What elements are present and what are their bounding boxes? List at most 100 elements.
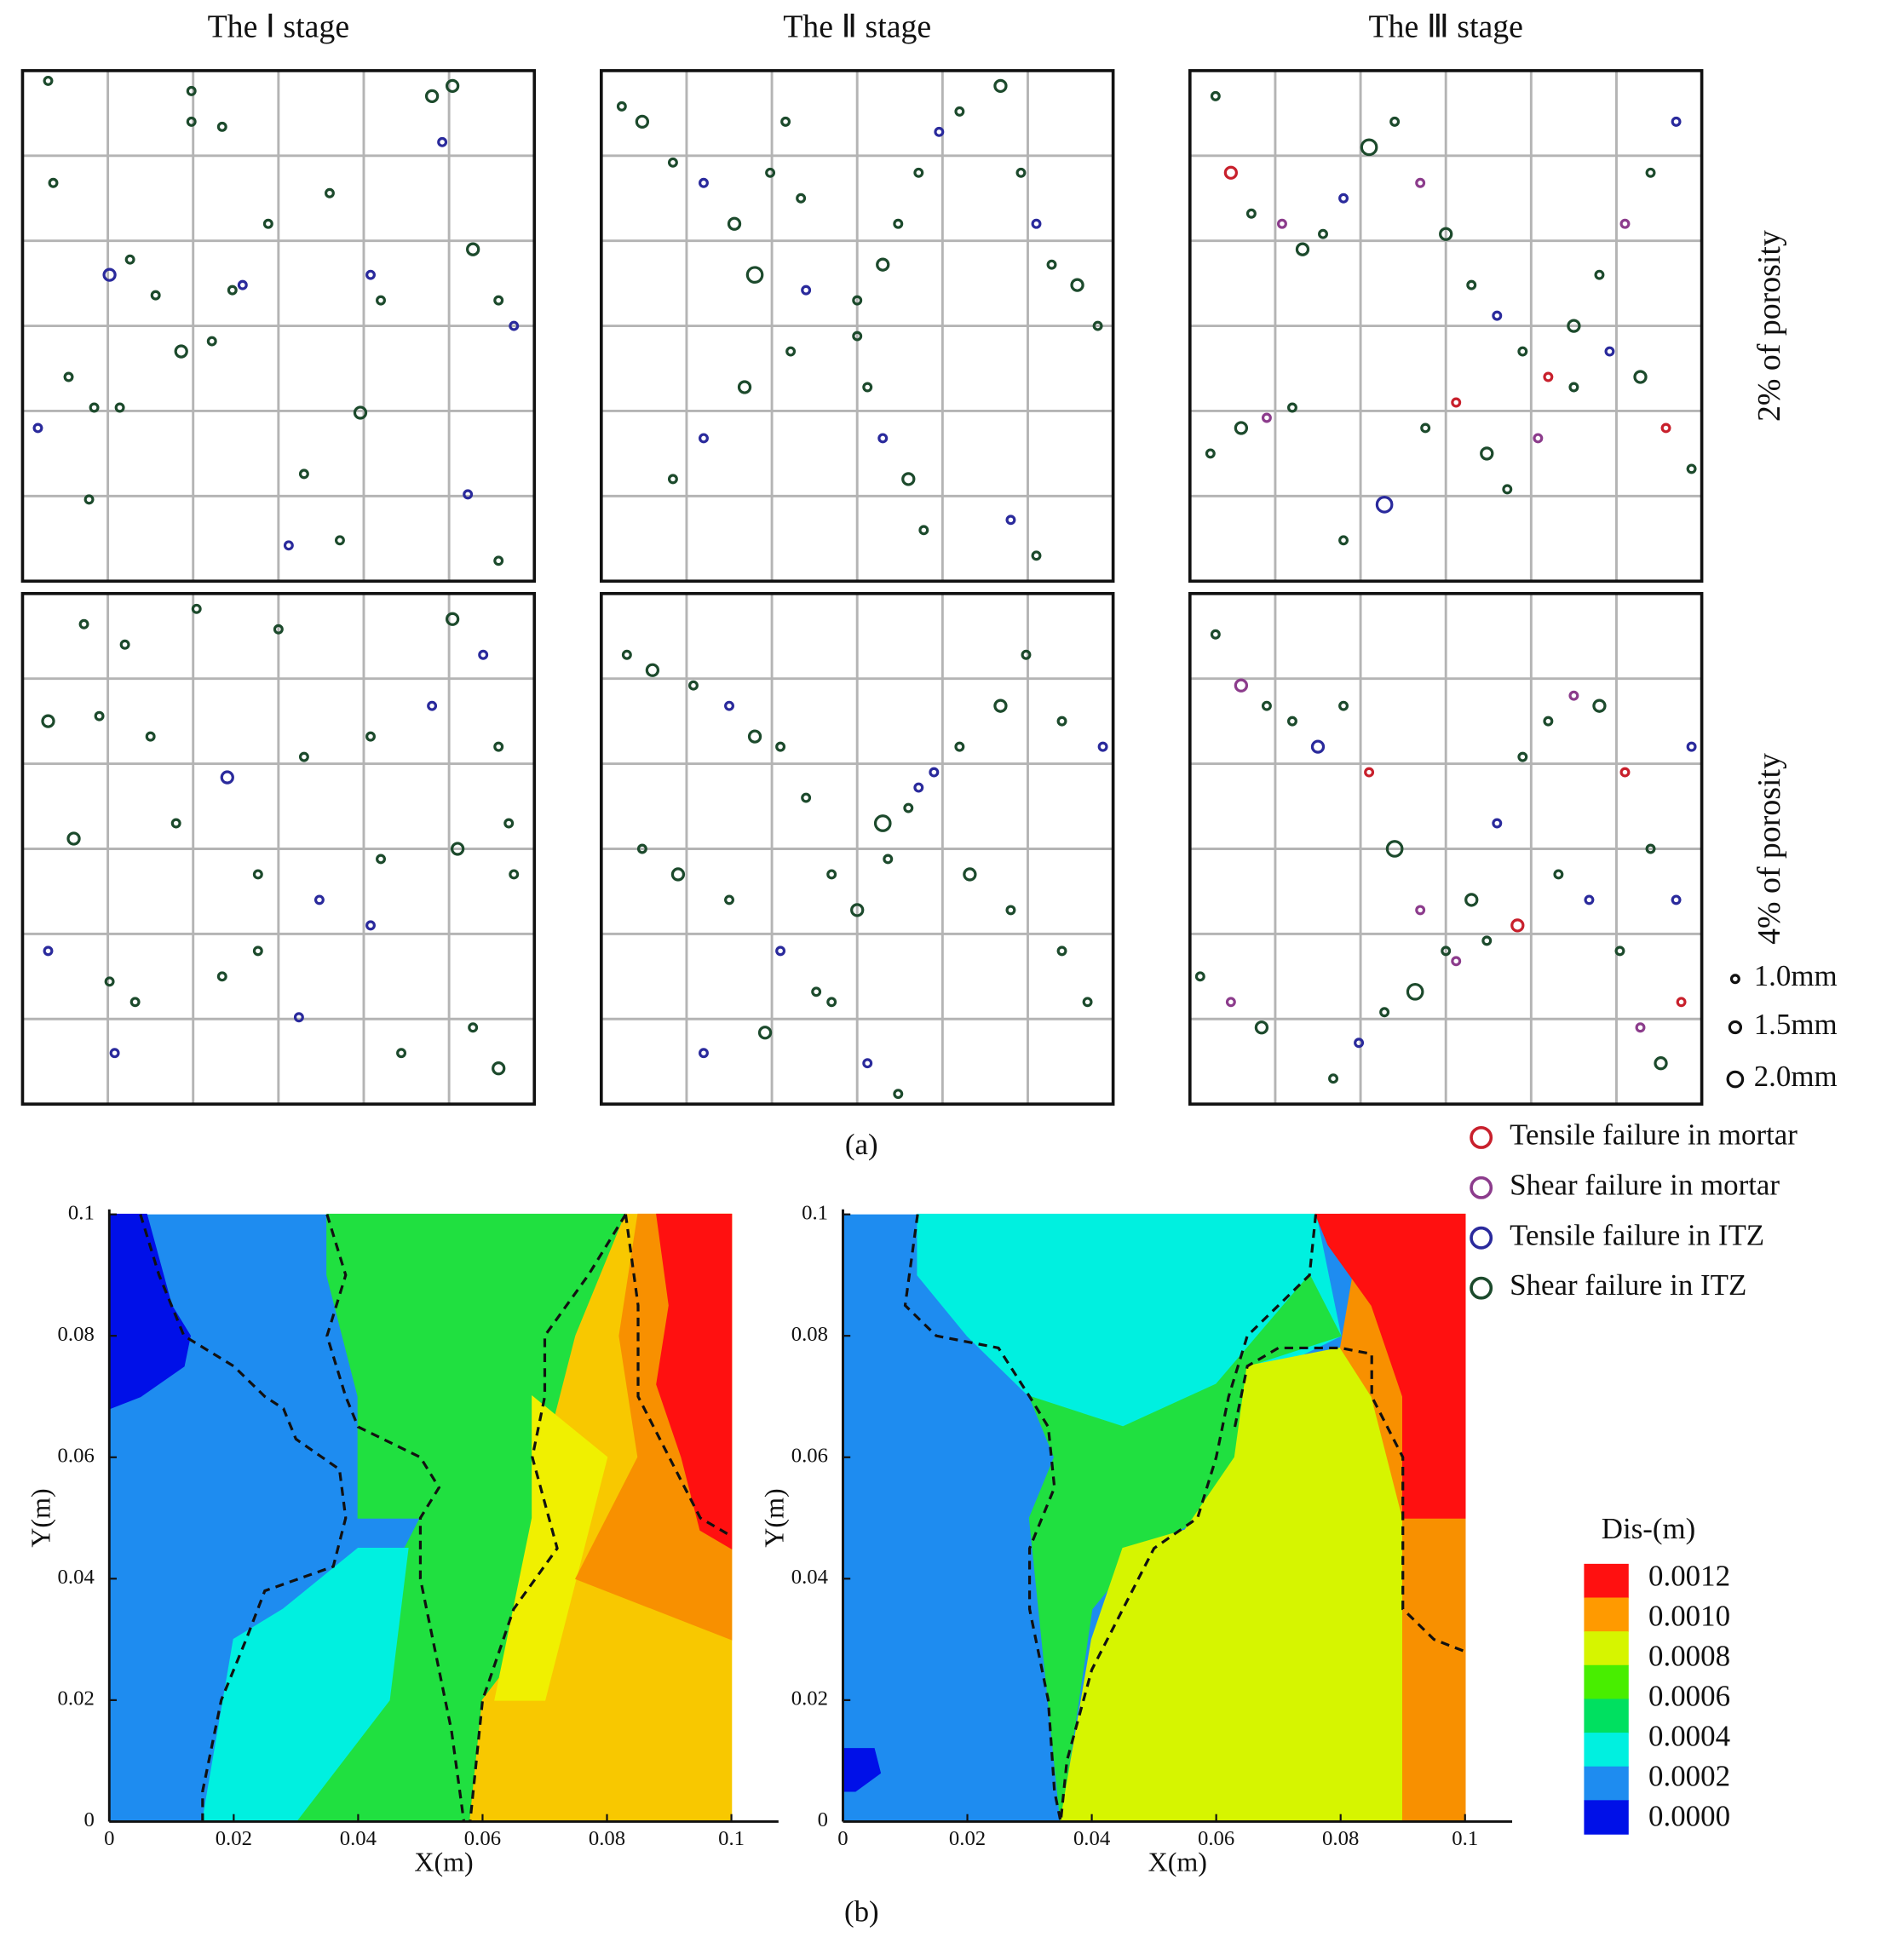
- boundary-line: [469, 1213, 627, 1822]
- row-title: 2% of porosity: [1752, 230, 1787, 422]
- crack: [1420, 423, 1431, 434]
- crack: [724, 894, 734, 905]
- crack: [66, 831, 81, 846]
- crack: [1070, 278, 1084, 292]
- crack: [424, 89, 440, 104]
- crack: [737, 380, 752, 394]
- crack: [1056, 716, 1067, 727]
- crack: [1261, 412, 1272, 423]
- crack: [174, 344, 188, 359]
- crack: [1567, 319, 1581, 333]
- crack: [1568, 382, 1579, 393]
- crack: [993, 698, 1008, 713]
- crack: [699, 1048, 709, 1059]
- crack: [1451, 397, 1462, 408]
- size-legend-label: 2.0mm: [1754, 1060, 1838, 1093]
- crack: [237, 279, 248, 290]
- crack: [186, 85, 197, 96]
- crack: [463, 489, 474, 500]
- crack: [1234, 421, 1249, 435]
- crack: [1046, 259, 1057, 270]
- crack: [83, 494, 95, 505]
- crack: [41, 714, 55, 728]
- crack: [826, 997, 837, 1008]
- crack: [252, 946, 263, 957]
- crack: [1481, 935, 1493, 946]
- crack: [227, 285, 238, 296]
- crack: [437, 136, 448, 147]
- crack: [765, 167, 776, 178]
- crack: [1633, 370, 1648, 384]
- crack: [901, 472, 916, 486]
- crack: [699, 433, 709, 444]
- colorbar-swatch: [1584, 1699, 1629, 1733]
- crack: [1533, 433, 1544, 444]
- crack: [1338, 535, 1349, 546]
- crack: [645, 663, 660, 677]
- column-title: The Ⅲ stage: [1368, 9, 1522, 45]
- crack: [293, 1012, 304, 1023]
- crack: [150, 290, 161, 301]
- crack: [801, 285, 812, 296]
- crack: [493, 295, 504, 306]
- crack: [124, 254, 135, 265]
- crack: [1517, 346, 1528, 357]
- crack: [1553, 869, 1564, 880]
- crack: [1379, 1007, 1390, 1018]
- panel-frame: [1188, 591, 1704, 1106]
- crack: [1686, 741, 1697, 752]
- y-tick-label: 0.1: [68, 1201, 95, 1224]
- crack: [913, 167, 924, 178]
- crack: [876, 257, 890, 272]
- crack: [1389, 116, 1401, 127]
- boundary-line: [624, 1214, 733, 1538]
- crack: [1517, 751, 1528, 762]
- crack: [699, 177, 709, 188]
- crack: [493, 741, 504, 752]
- crack: [365, 269, 376, 280]
- x-axis-label: X(m): [1148, 1847, 1207, 1877]
- crack: [1015, 167, 1027, 178]
- crack: [102, 267, 117, 282]
- crack: [1415, 905, 1426, 916]
- crack: [396, 1048, 407, 1059]
- crack: [1097, 741, 1108, 752]
- x-tick-label: 0: [837, 1827, 848, 1850]
- x-tick-label: 0.1: [718, 1827, 745, 1850]
- crack: [893, 218, 904, 229]
- crack: [283, 540, 294, 551]
- crack: [1686, 463, 1697, 474]
- x-tick-label: 0.06: [1198, 1827, 1234, 1850]
- crack: [1056, 946, 1067, 957]
- colorbar-swatch: [1584, 1733, 1629, 1768]
- crack: [621, 649, 632, 660]
- crack: [993, 78, 1008, 94]
- crack: [852, 295, 863, 306]
- crack: [334, 535, 345, 546]
- crack: [1245, 208, 1257, 219]
- crack: [252, 869, 263, 880]
- crack: [1619, 218, 1631, 229]
- crack: [1082, 997, 1093, 1008]
- crack: [1415, 177, 1426, 188]
- crack: [503, 818, 515, 829]
- crack: [1645, 843, 1656, 854]
- crack: [324, 187, 335, 198]
- crack: [1364, 767, 1375, 778]
- crack: [1031, 218, 1042, 229]
- crack: [220, 770, 234, 785]
- crack: [129, 997, 141, 1008]
- crack: [509, 869, 520, 880]
- crack: [913, 782, 924, 793]
- crack: [745, 266, 764, 284]
- crack: [1439, 227, 1453, 241]
- crack: [1406, 982, 1424, 1001]
- crack: [775, 946, 786, 957]
- boundary-line: [1059, 1214, 1318, 1822]
- crack: [478, 649, 489, 660]
- crack: [216, 971, 227, 982]
- crack: [1295, 242, 1310, 256]
- y-axis-label: Y(m): [759, 1488, 790, 1547]
- crack: [170, 818, 181, 829]
- crack: [1287, 402, 1297, 413]
